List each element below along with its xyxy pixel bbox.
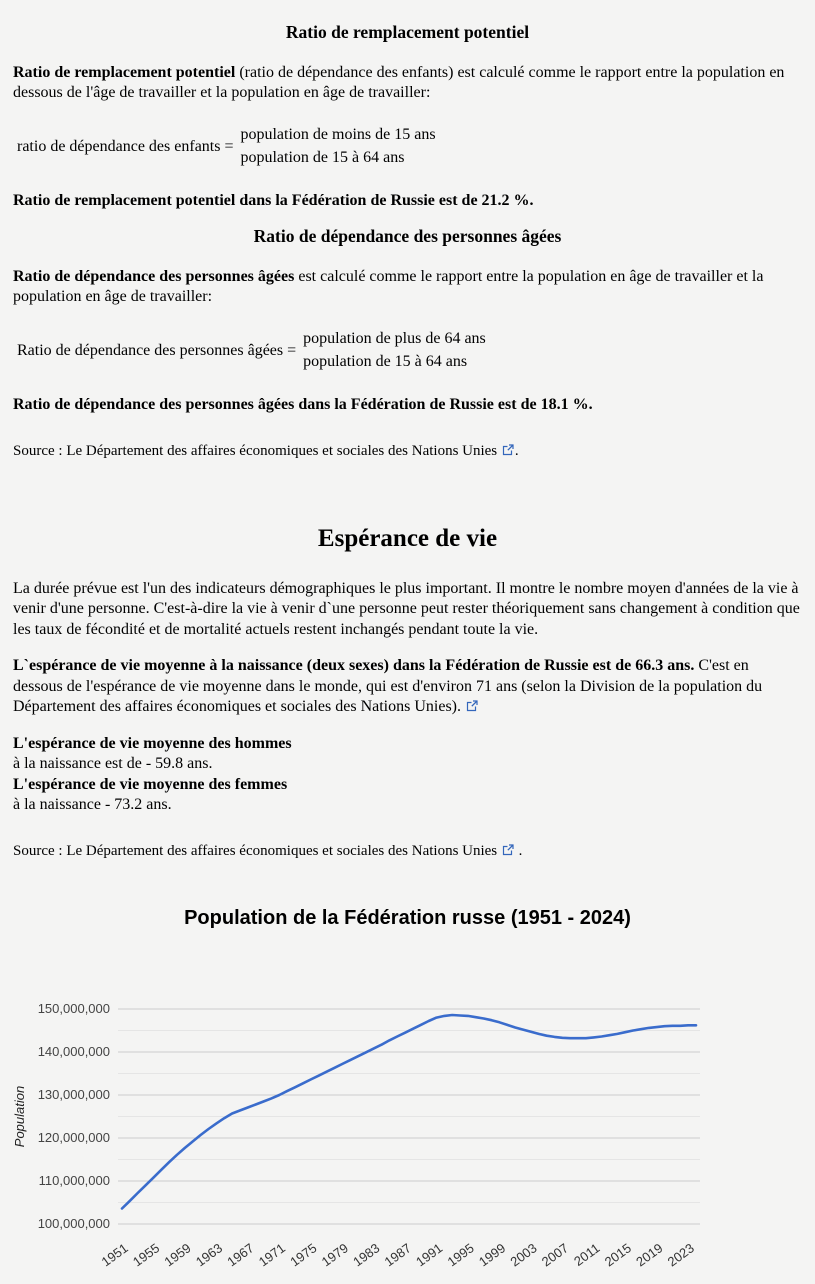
svg-text:1959: 1959: [161, 1240, 193, 1269]
life-average-statement: L`espérance de vie moyenne à la naissanc…: [13, 657, 695, 675]
life-intro: La durée prévue est l'un des indicateurs…: [13, 579, 800, 638]
svg-text:140,000,000: 140,000,000: [38, 1044, 110, 1059]
life-men-term: L'espérance de vie moyenne des hommes: [13, 734, 292, 752]
svg-text:1983: 1983: [350, 1240, 382, 1269]
svg-text:2019: 2019: [633, 1240, 665, 1269]
elderly-definition-term: Ratio de dépendance des personnes âgées: [13, 267, 295, 285]
svg-text:2003: 2003: [507, 1240, 539, 1269]
svg-text:1967: 1967: [224, 1240, 256, 1269]
children-dependency-formula: ratio de dépendance des enfants = popula…: [13, 124, 802, 169]
heading-elderly-ratio: Ratio de dépendance des personnes âgées: [253, 225, 562, 246]
replacement-result: Ratio de remplacement potentiel dans la …: [13, 192, 534, 210]
life-men-value: à la naissance est de - 59.8 ans.: [13, 755, 213, 773]
elderly-definition-text: est calculé comme le rapport entre la po…: [13, 267, 764, 306]
formula-denominator: population de 15 à 64 ans: [240, 148, 405, 166]
life-women-value: à la naissance - 73.2 ans.: [13, 796, 172, 814]
external-link-icon[interactable]: [502, 843, 514, 856]
formula-fraction: population de moins de 15 ans population…: [240, 124, 435, 169]
life-average: L`espérance de vie moyenne à la naissanc…: [13, 656, 802, 717]
svg-text:1951: 1951: [99, 1240, 131, 1269]
svg-text:2011: 2011: [571, 1240, 602, 1269]
svg-text:1999: 1999: [476, 1240, 508, 1269]
svg-text:110,000,000: 110,000,000: [39, 1173, 110, 1188]
life-women-line: L'espérance de vie moyenne des femmes à …: [13, 775, 802, 816]
external-link-icon[interactable]: [502, 444, 514, 456]
svg-text:2015: 2015: [602, 1240, 634, 1269]
life-women-term: L'espérance de vie moyenne des femmes: [13, 775, 288, 793]
source-text: Source : Le Département des affaires éco…: [13, 842, 498, 859]
svg-text:1955: 1955: [130, 1240, 162, 1269]
svg-text:150,000,000: 150,000,000: [38, 1001, 110, 1016]
svg-text:1979: 1979: [319, 1240, 351, 1269]
replacement-definition: Ratio de remplacement potentiel (ratio d…: [13, 63, 802, 104]
replacement-definition-text: (ratio de dépendance des enfants) est ca…: [13, 64, 785, 102]
population-chart: Population de la Fédération russe (1951 …: [13, 907, 802, 1284]
elderly-dependency-formula: Ratio de dépendance des personnes âgées …: [13, 328, 802, 373]
replacement-definition-term: Ratio de remplacement potentiel: [13, 64, 236, 81]
external-link-icon[interactable]: [466, 700, 478, 712]
source-suffix: .: [514, 442, 519, 459]
formula-numerator: population de plus de 64 ans: [303, 329, 486, 347]
svg-text:1971: 1971: [256, 1240, 288, 1269]
source-line-ratios: Source : Le Département des affaires éco…: [13, 442, 802, 461]
svg-text:1963: 1963: [193, 1240, 225, 1269]
source-suffix: .: [514, 842, 523, 859]
svg-text:2023: 2023: [665, 1240, 697, 1269]
formula-fraction: population de plus de 64 ans population …: [303, 328, 486, 373]
source-text: Source : Le Département des affaires éco…: [13, 442, 498, 459]
svg-text:120,000,000: 120,000,000: [38, 1130, 110, 1145]
elderly-definition: Ratio de dépendance des personnes âgées …: [13, 267, 802, 308]
svg-text:130,000,000: 130,000,000: [38, 1087, 110, 1102]
heading-life-expectancy: Espérance de vie: [317, 524, 498, 552]
population-line-chart: 100,000,000 110,000,000 120,000,000 130,000…: [13, 1001, 700, 1269]
formula-label: ratio de dépendance des enfants =: [17, 137, 234, 155]
source-line-life: Source : Le Département des affaires éco…: [13, 842, 802, 861]
svg-text:2007: 2007: [539, 1240, 571, 1269]
svg-text:1987: 1987: [382, 1240, 414, 1269]
formula-label: Ratio de dépendance des personnes âgées …: [17, 341, 297, 359]
heading-replacement-ratio: Ratio de remplacement potentiel: [285, 22, 530, 42]
life-by-sex: L'espérance de vie moyenne des hommes à …: [13, 734, 802, 816]
svg-text:1995: 1995: [445, 1240, 477, 1269]
svg-text:100,000,000: 100,000,000: [38, 1216, 110, 1231]
life-average-comparison: C'est en dessous de l'espérance de vie m…: [13, 657, 763, 716]
chart-title: Population de la Fédération russe (1951 …: [184, 906, 631, 929]
formula-denominator: population de 15 à 64 ans: [303, 352, 468, 370]
formula-numerator: population de moins de 15 ans: [240, 125, 436, 143]
life-men-line: L'espérance de vie moyenne des hommes à …: [13, 734, 802, 775]
svg-text:1975: 1975: [287, 1240, 319, 1269]
elderly-result: Ratio de dépendance des personnes âgées …: [13, 396, 593, 414]
svg-text:1991: 1991: [413, 1240, 445, 1269]
svg-text:Population: Population: [13, 1086, 27, 1147]
